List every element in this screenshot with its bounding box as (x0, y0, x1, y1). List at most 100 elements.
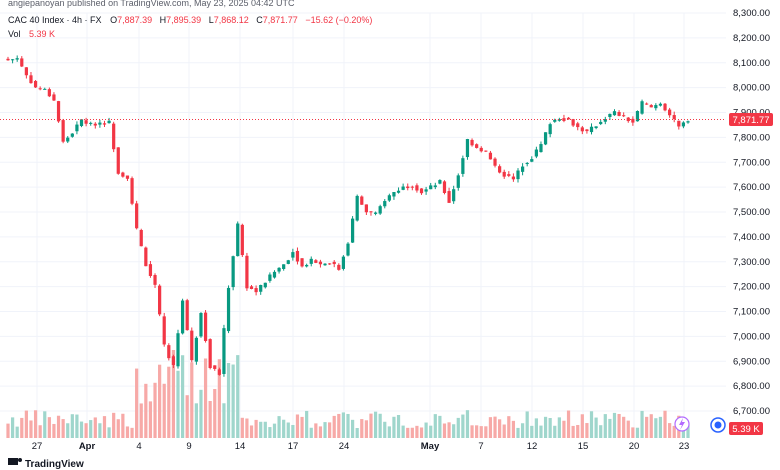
volume-bar (24, 410, 28, 438)
candle-body (557, 119, 561, 121)
candle-body (681, 122, 686, 127)
candle-body (217, 369, 221, 375)
y-tick-label: 7,800.00 (733, 132, 770, 143)
candle-body (38, 88, 42, 90)
tradingview-logo[interactable]: TradingView (8, 458, 84, 470)
volume-bar (98, 423, 102, 438)
y-tick-label: 7,100.00 (733, 307, 770, 318)
volume-bar (222, 403, 226, 438)
volume-tag-value: 5.39 K (732, 424, 760, 435)
volume-bar (213, 389, 217, 438)
candle-body (254, 288, 258, 293)
volume-bar (488, 417, 493, 438)
volume-bar (543, 416, 548, 438)
candle-body (488, 152, 493, 160)
y-tick-label: 8,200.00 (733, 33, 770, 44)
y-tick-label: 7,000.00 (733, 331, 770, 342)
volume-bar (259, 421, 263, 438)
candle-body (323, 263, 327, 266)
volume-bar (608, 418, 612, 438)
price-axis[interactable]: 8,300.00 8,200.00 8,100.00 8,000.00 7,900.00… (733, 8, 770, 417)
volume-bar (337, 413, 341, 438)
last-price-tag: 7,871.77 (729, 113, 773, 127)
volume-bar (171, 350, 176, 438)
candle-body (162, 316, 166, 345)
time-axis[interactable]: 27 Apr 4 9 14 17 24 May 7 12 15 20 23 (32, 441, 690, 452)
volume-bar (249, 425, 254, 438)
candle-body (447, 191, 451, 203)
volume-bar (43, 411, 47, 438)
volume-bar (635, 427, 640, 438)
volume-bar (180, 355, 185, 438)
volume-bar (314, 423, 318, 438)
volume-bar (116, 419, 120, 438)
x-tick-label: May (421, 441, 440, 452)
candle-body (419, 188, 424, 194)
candle-body (176, 333, 180, 367)
volume-value: 5.39 K (29, 29, 55, 39)
volume-bar (107, 427, 111, 438)
volume-bar (406, 427, 410, 438)
x-tick-label: 27 (32, 441, 43, 452)
candle-body (24, 67, 28, 76)
y-tick-label: 7,300.00 (733, 257, 770, 268)
volume-bar (135, 368, 139, 438)
candle-body (415, 185, 419, 191)
volume-bar (153, 382, 157, 438)
candle-body (369, 211, 373, 213)
volume-bar (511, 420, 516, 438)
candle-body (475, 144, 479, 148)
volume-bar (668, 423, 672, 438)
y-tick-label: 6,700.00 (733, 406, 770, 417)
lightning-icon[interactable] (674, 416, 690, 432)
volume-bar (341, 412, 346, 438)
volume-bar (300, 416, 304, 438)
candle-body (130, 178, 134, 204)
volume-bar (498, 419, 502, 438)
volume-bar (38, 425, 42, 438)
candle-body (314, 260, 318, 263)
candle-body (686, 121, 690, 123)
volume-bar (364, 420, 368, 438)
candle-body (6, 58, 10, 61)
candle-body (392, 192, 396, 197)
candle-body (158, 285, 162, 315)
candle-body (543, 132, 548, 145)
candle-body (79, 119, 84, 127)
candle-body (516, 170, 520, 180)
volume-bar (102, 416, 107, 438)
candle-body (171, 356, 176, 365)
candle-body (378, 206, 382, 214)
candle-body (645, 103, 649, 105)
candle-body (502, 171, 506, 177)
volume-bar (424, 422, 428, 438)
candle-body (84, 120, 88, 124)
volume-bar (622, 416, 626, 438)
volume-bar (158, 364, 162, 438)
volume-bar (594, 417, 598, 438)
candle-body (580, 127, 584, 132)
candle-body (148, 264, 153, 276)
volume-bar (475, 425, 479, 438)
candle-body (318, 261, 323, 265)
candle-body (479, 147, 483, 152)
volume-bar (190, 362, 194, 438)
volume-bar (305, 410, 309, 438)
candle-body (635, 111, 640, 122)
candle-body (507, 174, 511, 176)
candle-body (125, 175, 130, 179)
close-label: C (256, 15, 263, 25)
volume-bar (263, 421, 267, 438)
volume-bar (355, 427, 359, 438)
volume-bar (66, 423, 70, 438)
volume-bar (484, 426, 488, 438)
volume-bar (56, 415, 61, 438)
candle-body (612, 111, 617, 116)
volume-bar (323, 422, 327, 438)
volume-bar (599, 425, 603, 438)
goto-realtime-icon[interactable] (710, 417, 726, 433)
candle-body (576, 123, 580, 128)
candle-body (135, 203, 139, 229)
volume-bar (507, 416, 511, 438)
